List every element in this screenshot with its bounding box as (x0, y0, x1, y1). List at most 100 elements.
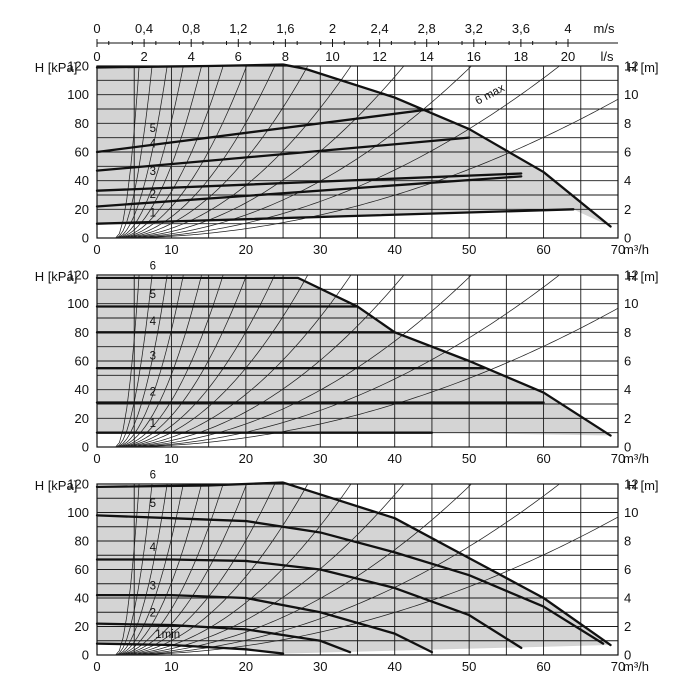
y-tick-label: 40 (75, 591, 89, 606)
system-resistance-curve (115, 275, 472, 447)
y2-tick-label: 10 (624, 87, 638, 102)
y2-tick-label: 4 (624, 382, 631, 397)
top-ms-tick-label: 2,8 (418, 21, 436, 36)
top-ls-tick-label: 12 (372, 49, 386, 64)
y-tick-label: 80 (75, 116, 89, 131)
system-resistance-curve (115, 484, 202, 655)
pump-curve-3 (95, 172, 523, 192)
system-curves (115, 275, 618, 447)
plot-frame (96, 274, 619, 448)
y-tick-label: 0 (82, 440, 89, 455)
system-resistance-curve (115, 484, 561, 655)
top-ls-tick-label: 18 (514, 49, 528, 64)
pump-curve-1min (95, 642, 285, 655)
plot-frame (96, 483, 619, 656)
system-resistance-curve (115, 275, 405, 447)
curve-label-1: 1 (150, 208, 156, 220)
y2-tick-label: 4 (624, 591, 631, 606)
y2-tick-label: 12 (624, 59, 638, 74)
y-tick-label: 120 (67, 59, 89, 74)
operating-range-shade (97, 277, 611, 436)
curve-label-4: 4 (150, 316, 157, 328)
top-ms-tick-label: 0,4 (135, 21, 153, 36)
y2-tick-label: 2 (624, 619, 631, 634)
pump-curve-6-max (95, 63, 612, 228)
top-ls-tick-label: 2 (140, 49, 147, 64)
top-ms-tick-label: 0,8 (182, 21, 200, 36)
system-resistance-curve (115, 275, 247, 447)
system-resistance-curve (115, 66, 309, 238)
x-tick-label: 70 (611, 659, 625, 674)
system-resistance-curve (115, 275, 153, 447)
system-resistance-curve (115, 307, 618, 447)
y2-tick-label: 8 (624, 534, 631, 549)
top-ls-tick-label: 16 (467, 49, 481, 64)
y2-axis-label: H [m] (627, 60, 658, 75)
top-ms-tick-label: 4 (564, 21, 571, 36)
y2-tick-label: 2 (624, 411, 631, 426)
x-tick-label: 0 (93, 242, 100, 257)
x-tick-label: 70 (611, 242, 625, 257)
curve-label-6: 6 (150, 260, 156, 272)
curve-label-5: 5 (150, 498, 156, 510)
pump-curve-5 (95, 514, 605, 645)
system-resistance-curve (115, 484, 168, 655)
y2-tick-label: 12 (624, 477, 638, 492)
top-ms-tick-label: 1,6 (276, 21, 294, 36)
top-unit-ms: m/s (594, 21, 615, 36)
curve-label-3: 3 (150, 580, 156, 592)
x-tick-label: 0 (93, 659, 100, 674)
top-unit-ls: l/s (601, 49, 615, 64)
y-axis-label: H [kPa] (35, 478, 78, 493)
system-resistance-curve (115, 275, 561, 447)
x-tick-label: 10 (164, 451, 178, 466)
pump-curve-5 (95, 107, 434, 154)
y-tick-label: 20 (75, 619, 89, 634)
system-resistance-curve (115, 275, 202, 447)
system-resistance-curve (115, 275, 276, 447)
curve-label-2: 2 (150, 189, 156, 201)
y-tick-label: 40 (75, 382, 89, 397)
top-ms-tick-label: 3,6 (512, 21, 530, 36)
curve-label-4: 4 (150, 139, 157, 151)
system-resistance-curve (115, 66, 247, 238)
operating-range-shade (97, 482, 611, 654)
curve-label-3: 3 (150, 166, 156, 178)
system-resistance-curve (115, 275, 224, 447)
operating-range-shade (97, 64, 611, 227)
x-tick-label: 40 (387, 451, 401, 466)
pump-curve-4 (95, 558, 523, 650)
x-tick-label: 10 (164, 659, 178, 674)
curve-label-3: 3 (150, 351, 156, 363)
x-tick-label: 0 (93, 451, 100, 466)
curve-label-2: 2 (150, 608, 156, 620)
y-tick-label: 100 (67, 87, 89, 102)
top-ms-tick-label: 1,2 (229, 21, 247, 36)
x-axis-unit-label: m³/h (623, 659, 649, 674)
system-resistance-curve (115, 66, 405, 238)
top-ls-tick-label: 8 (282, 49, 289, 64)
x-tick-label: 60 (536, 659, 550, 674)
x-tick-label: 60 (536, 242, 550, 257)
x-tick-label: 50 (462, 451, 476, 466)
x-tick-label: 50 (462, 242, 476, 257)
y-tick-label: 120 (67, 477, 89, 492)
system-resistance-curve (115, 484, 405, 655)
x-tick-label: 30 (313, 659, 327, 674)
y2-tick-label: 6 (624, 354, 631, 369)
y-tick-label: 0 (82, 648, 89, 663)
x-tick-label: 50 (462, 659, 476, 674)
y2-tick-label: 12 (624, 268, 638, 283)
y-tick-label: 80 (75, 325, 89, 340)
curve-label-1: 1 (150, 418, 156, 430)
pump-curve-2 (95, 175, 523, 208)
y2-tick-label: 10 (624, 296, 638, 311)
x-tick-label: 20 (239, 242, 253, 257)
x-tick-label: 20 (239, 451, 253, 466)
y-axis-label: H [kPa] (35, 269, 78, 284)
top-ms-tick-label: 2 (329, 21, 336, 36)
y2-tick-label: 0 (624, 440, 631, 455)
